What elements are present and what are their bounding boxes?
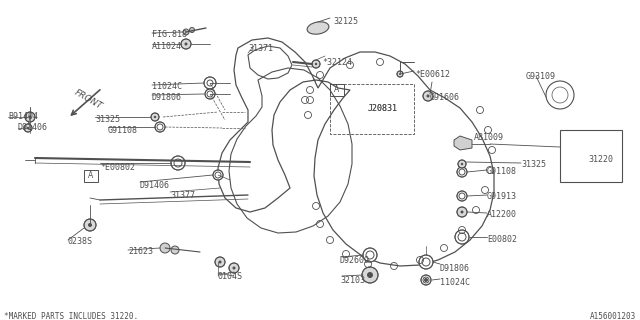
Text: 0104S: 0104S xyxy=(218,272,243,281)
Circle shape xyxy=(312,60,320,68)
Bar xyxy=(84,170,98,182)
Bar xyxy=(330,84,414,134)
Text: J20831: J20831 xyxy=(368,104,398,113)
Circle shape xyxy=(419,255,433,269)
Text: 31325: 31325 xyxy=(95,115,120,124)
Circle shape xyxy=(25,112,35,122)
Text: A156001203: A156001203 xyxy=(589,312,636,320)
Circle shape xyxy=(155,122,165,132)
Circle shape xyxy=(84,219,96,231)
Bar xyxy=(330,84,344,96)
Circle shape xyxy=(27,127,29,129)
Circle shape xyxy=(455,230,469,244)
Text: 21623: 21623 xyxy=(128,247,153,256)
Text: 0238S: 0238S xyxy=(68,237,93,246)
Bar xyxy=(560,130,622,182)
Circle shape xyxy=(458,160,466,168)
Circle shape xyxy=(232,267,236,269)
Text: D91406: D91406 xyxy=(140,181,170,190)
Circle shape xyxy=(218,260,221,263)
Polygon shape xyxy=(454,136,472,150)
Text: G91913: G91913 xyxy=(487,192,517,201)
Circle shape xyxy=(24,124,32,132)
Circle shape xyxy=(457,207,467,217)
Ellipse shape xyxy=(307,22,329,34)
Circle shape xyxy=(399,73,401,75)
Text: A: A xyxy=(334,85,340,94)
Text: G91108: G91108 xyxy=(487,167,517,176)
Text: D91806: D91806 xyxy=(440,264,470,273)
Circle shape xyxy=(315,63,317,65)
Text: *E00612: *E00612 xyxy=(415,70,450,79)
Circle shape xyxy=(181,39,191,49)
Text: G91108: G91108 xyxy=(108,126,138,135)
Text: *MARKED PARTS INCLUDES 31220.: *MARKED PARTS INCLUDES 31220. xyxy=(4,312,138,320)
Circle shape xyxy=(183,29,189,35)
Text: G91606: G91606 xyxy=(430,93,460,102)
Circle shape xyxy=(423,91,433,101)
Circle shape xyxy=(205,89,215,99)
Text: A: A xyxy=(88,172,93,180)
Circle shape xyxy=(151,113,159,121)
Circle shape xyxy=(421,275,431,285)
Text: FRONT: FRONT xyxy=(72,88,104,112)
Circle shape xyxy=(171,246,179,254)
Circle shape xyxy=(426,94,429,98)
Text: B91404: B91404 xyxy=(8,112,38,121)
Text: 32125: 32125 xyxy=(333,17,358,26)
Text: A11024: A11024 xyxy=(152,42,182,51)
Text: J20831: J20831 xyxy=(368,104,398,113)
Circle shape xyxy=(184,43,188,45)
Circle shape xyxy=(461,163,463,165)
Text: D92609: D92609 xyxy=(340,256,370,265)
Circle shape xyxy=(215,257,225,267)
Text: E00802: E00802 xyxy=(487,235,517,244)
Circle shape xyxy=(457,191,467,201)
Circle shape xyxy=(229,263,239,273)
Circle shape xyxy=(29,116,31,118)
Circle shape xyxy=(204,77,216,89)
Text: FIG.818: FIG.818 xyxy=(152,30,187,39)
Circle shape xyxy=(213,170,223,180)
Circle shape xyxy=(457,167,467,177)
Text: 31220: 31220 xyxy=(588,155,613,164)
Circle shape xyxy=(362,267,378,283)
Text: *32124: *32124 xyxy=(322,58,352,67)
Text: 11024C: 11024C xyxy=(440,278,470,287)
Text: 31377: 31377 xyxy=(170,191,195,200)
Text: 31325: 31325 xyxy=(521,160,546,169)
Text: A12200: A12200 xyxy=(487,210,517,219)
Circle shape xyxy=(171,156,185,170)
Text: D91806: D91806 xyxy=(152,93,182,102)
Text: 32103: 32103 xyxy=(340,276,365,285)
Circle shape xyxy=(397,71,403,77)
Circle shape xyxy=(189,28,195,33)
Circle shape xyxy=(88,223,92,227)
Circle shape xyxy=(154,116,156,118)
Circle shape xyxy=(461,211,463,213)
Circle shape xyxy=(424,278,428,282)
Text: D91406: D91406 xyxy=(18,123,48,132)
Circle shape xyxy=(160,243,170,253)
Text: 31371: 31371 xyxy=(248,44,273,53)
Text: *E00802: *E00802 xyxy=(100,163,135,172)
Text: A81009: A81009 xyxy=(474,133,504,142)
Text: 11024C: 11024C xyxy=(152,82,182,91)
Circle shape xyxy=(363,248,377,262)
Circle shape xyxy=(367,272,373,278)
Text: G93109: G93109 xyxy=(526,72,556,81)
